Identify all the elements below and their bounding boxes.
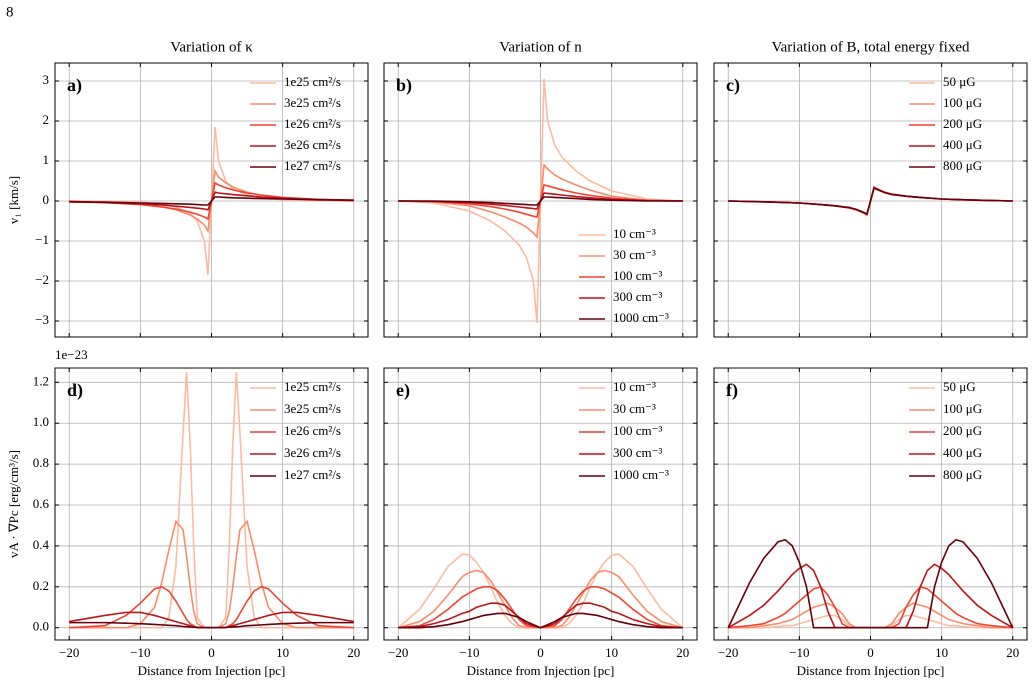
y-tick-label: 3	[43, 72, 50, 87]
y-tick-label: −3	[35, 312, 49, 327]
y-tick-label: 0.4	[33, 537, 50, 552]
axes-frame	[383, 62, 698, 338]
plot-lines	[69, 372, 354, 629]
y-tick-label: 1	[43, 152, 50, 167]
legend-label: 300 cm⁻³	[613, 289, 662, 304]
y-tick-label: 0.6	[33, 496, 50, 511]
x-tick-label: 0	[537, 645, 544, 660]
panel-title: Variation of n	[499, 39, 582, 55]
panel-label: e)	[396, 380, 410, 401]
axes-frame	[713, 367, 1028, 641]
x-axis-label: Distance from Injection [pc]	[797, 663, 945, 678]
legend-label: 100 μG	[943, 95, 982, 110]
x-tick-label: 0	[867, 645, 874, 660]
legend-label: 400 μG	[943, 137, 982, 152]
axes-frame	[54, 62, 369, 338]
panel-label: a)	[67, 75, 82, 96]
x-axis-label: Distance from Injection [pc]	[138, 663, 286, 678]
panel-label: b)	[396, 75, 412, 96]
x-tick-label: 20	[676, 645, 689, 660]
x-tick-label: −10	[130, 645, 150, 660]
offset-label: 1e−23	[55, 347, 88, 362]
series-line	[727, 538, 1014, 629]
legend-label: 1e27 cm²/s	[284, 158, 341, 173]
x-tick-label: 20	[1006, 645, 1019, 660]
axes-frame	[713, 62, 1028, 338]
legend-label: 200 μG	[943, 423, 982, 438]
legend-label: 1e26 cm²/s	[284, 423, 341, 438]
plot-lines	[728, 185, 1013, 217]
legend-label: 1e25 cm²/s	[284, 379, 341, 394]
x-axis-label: Distance from Injection [pc]	[467, 663, 615, 678]
y-tick-label: 0.2	[33, 578, 49, 593]
panel-label: f)	[726, 380, 738, 401]
legend-label: 1e26 cm²/s	[284, 116, 341, 131]
axes-frame	[54, 367, 369, 641]
legend-label: 100 μG	[943, 401, 982, 416]
series-line	[728, 187, 1013, 215]
legend-label: 50 μG	[943, 74, 976, 89]
legend-label: 50 μG	[943, 379, 976, 394]
legend-label: 1e27 cm²/s	[284, 467, 341, 482]
series-line	[398, 612, 683, 629]
plot-lines	[398, 78, 683, 324]
y-tick-label: 0.0	[33, 619, 49, 634]
y-tick-label: 1.0	[33, 414, 49, 429]
y-axis-label: v₁ [km/s]	[6, 176, 21, 224]
legend-label: 1e25 cm²/s	[284, 74, 341, 89]
plot-lines	[69, 126, 354, 276]
x-tick-label: −20	[388, 645, 408, 660]
legend-label: 800 μG	[943, 467, 982, 482]
panel-label: c)	[726, 75, 740, 96]
y-tick-label: 2	[43, 112, 50, 127]
legend-label: 1000 cm⁻³	[613, 310, 669, 325]
legend-label: 400 μG	[943, 445, 982, 460]
plot-lines	[397, 553, 684, 629]
x-tick-label: 10	[276, 645, 289, 660]
panel-title: Variation of B, total energy fixed	[771, 39, 970, 55]
series-line	[69, 621, 354, 629]
legend-label: 100 cm⁻³	[613, 268, 662, 283]
y-tick-label: −2	[35, 272, 49, 287]
y-tick-label: 0	[43, 192, 50, 207]
x-tick-label: 10	[605, 645, 618, 660]
y-tick-label: 1.2	[33, 373, 49, 388]
legend-label: 1000 cm⁻³	[613, 467, 669, 482]
axes-frame	[383, 367, 698, 641]
x-tick-label: −10	[459, 645, 479, 660]
x-tick-label: −10	[789, 645, 809, 660]
x-tick-label: 10	[935, 645, 948, 660]
panel-title: Variation of κ	[170, 39, 253, 55]
legend-label: 10 cm⁻³	[613, 226, 656, 241]
legend-label: 300 cm⁻³	[613, 445, 662, 460]
legend-label: 10 cm⁻³	[613, 379, 656, 394]
legend-label: 200 μG	[943, 116, 982, 131]
legend-label: 3e25 cm²/s	[284, 95, 341, 110]
x-tick-label: −20	[59, 645, 79, 660]
legend-label: 3e26 cm²/s	[284, 137, 341, 152]
legend-label: 3e25 cm²/s	[284, 401, 341, 416]
legend-label: 30 cm⁻³	[613, 247, 656, 262]
x-tick-label: −20	[718, 645, 738, 660]
legend-label: 800 μG	[943, 158, 982, 173]
x-tick-label: 0	[208, 645, 215, 660]
legend-label: 30 cm⁻³	[613, 401, 656, 416]
plot-lines	[727, 538, 1014, 629]
page-number: 8	[6, 4, 14, 20]
series-line	[398, 196, 683, 206]
legend-label: 100 cm⁻³	[613, 423, 662, 438]
series-line	[69, 196, 354, 206]
legend-label: 3e26 cm²/s	[284, 445, 341, 460]
y-tick-label: 0.8	[33, 455, 49, 470]
y-axis-label: vA · ∇Pc [erg/cm³/s]	[6, 450, 21, 558]
panel-label: d)	[67, 380, 83, 401]
y-tick-label: −1	[35, 232, 49, 247]
x-tick-label: 20	[347, 645, 360, 660]
